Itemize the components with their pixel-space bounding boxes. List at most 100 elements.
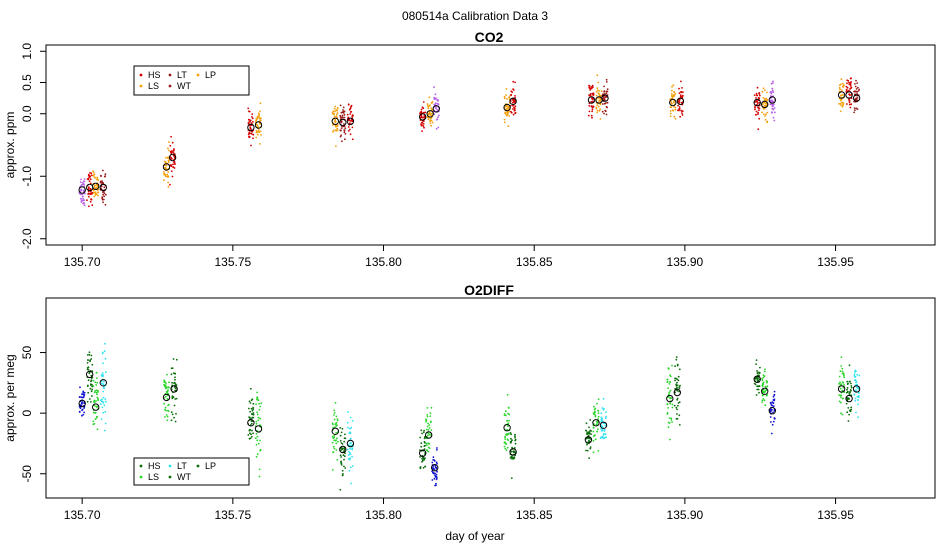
- co2-data-point: [251, 113, 254, 115]
- o2diff-data-point: [755, 359, 758, 361]
- o2diff-data-point: [848, 364, 851, 367]
- co2-data-point: [435, 127, 438, 130]
- o2diff-data-point: [840, 365, 843, 367]
- o2diff-data-point: [840, 356, 843, 358]
- o2diff-data-point: [435, 475, 438, 478]
- o2diff-data-point: [335, 442, 338, 445]
- o2diff-data-point: [82, 391, 85, 394]
- o2diff-data-point: [504, 410, 507, 413]
- co2-data-point: [590, 114, 593, 117]
- o2diff-data-point: [592, 439, 595, 442]
- co2-data-point: [335, 145, 337, 148]
- o2diff-data-point: [586, 449, 589, 452]
- co2-data-point: [341, 140, 343, 143]
- o2diff-data-point: [344, 467, 347, 469]
- o2diff-data-point: [258, 402, 260, 405]
- co2-panel-title: CO2: [475, 29, 504, 45]
- o2diff-data-point: [104, 371, 107, 374]
- co2-data-point: [682, 94, 684, 97]
- o2diff-data-point: [424, 465, 426, 468]
- o2diff-data-point: [853, 394, 856, 396]
- co2-data-point: [252, 133, 255, 136]
- co2-group-mean-marker: [753, 98, 761, 107]
- o2diff-data-point: [425, 442, 428, 445]
- o2diff-data-point: [854, 397, 857, 400]
- co2-data-point: [674, 106, 677, 109]
- co2-data-point: [434, 93, 437, 96]
- co2-data-point: [770, 82, 773, 85]
- co2-data-point: [756, 103, 758, 106]
- o2diff-data-point: [175, 358, 178, 361]
- co2-data-point: [512, 113, 515, 116]
- o2diff-data-point: [83, 407, 85, 409]
- co2-data-point: [99, 180, 102, 183]
- co2-data-point: [170, 135, 173, 138]
- o2diff-data-point: [509, 432, 512, 434]
- o2diff-data-point: [92, 411, 95, 414]
- o2diff-data-point: [79, 386, 81, 389]
- o2diff-data-point: [347, 457, 350, 460]
- o2diff-data-point: [259, 439, 261, 442]
- co2-legend-marker-ls: [139, 84, 143, 88]
- co2-data-point: [503, 95, 506, 98]
- co2-data-point: [510, 90, 513, 93]
- o2diff-data-point: [770, 402, 772, 405]
- co2-data-point: [422, 123, 425, 125]
- co2-data-point: [429, 104, 431, 106]
- o2diff-data-point: [507, 412, 509, 415]
- o2diff-data-point: [332, 451, 335, 454]
- co2-x-tick-label: 135.75: [214, 255, 251, 269]
- o2diff-data-point: [339, 427, 342, 429]
- co2-data-point: [95, 186, 98, 189]
- o2diff-data-point: [427, 450, 430, 453]
- co2-data-point: [674, 108, 677, 111]
- co2-data-point: [104, 173, 107, 176]
- co2-data-point: [341, 114, 344, 117]
- co2-data-point: [772, 91, 775, 93]
- o2diff-data-point: [347, 411, 349, 413]
- co2-data-point: [507, 125, 510, 128]
- co2-data-point: [421, 121, 423, 124]
- co2-data-point: [427, 112, 430, 115]
- o2diff-data-point: [257, 399, 260, 402]
- co2-data-point: [430, 124, 432, 127]
- co2-data-point: [257, 112, 260, 115]
- co2-data-point: [165, 156, 167, 159]
- co2-x-tick-label: 135.80: [365, 255, 402, 269]
- o2diff-data-point: [344, 452, 346, 455]
- o2diff-data-point: [758, 372, 761, 375]
- co2-data-point: [599, 118, 602, 120]
- o2diff-data-point: [86, 354, 89, 356]
- o2diff-data-point: [511, 446, 513, 449]
- o2diff-data-point: [432, 472, 435, 475]
- co2-data-point: [771, 105, 774, 107]
- co2-data-point: [101, 197, 104, 200]
- o2diff-data-point: [605, 411, 607, 414]
- co2-data-point: [756, 94, 758, 97]
- o2diff-data-point: [508, 419, 510, 422]
- o2diff-data-point: [252, 408, 255, 411]
- o2diff-data-point: [166, 398, 169, 400]
- co2-data-point: [259, 130, 262, 133]
- o2diff-data-point: [89, 360, 91, 363]
- o2diff-data-point: [248, 400, 251, 403]
- co2-data-point: [431, 112, 434, 115]
- co2-data-point: [94, 176, 97, 179]
- o2diff-x-tick-label: 135.95: [817, 508, 854, 522]
- o2diff-group-mean-marker: [78, 399, 86, 408]
- o2diff-data-point: [350, 426, 353, 429]
- co2-data-point: [163, 171, 165, 173]
- o2diff-data-point: [855, 411, 857, 414]
- co2-data-point: [170, 151, 173, 154]
- o2diff-data-point: [173, 381, 176, 384]
- co2-group-mean-marker: [509, 97, 517, 106]
- co2-data-point: [766, 99, 768, 102]
- o2diff-data-point: [351, 420, 354, 422]
- o2diff-data-point: [839, 370, 842, 373]
- co2-data-point: [765, 113, 767, 116]
- o2diff-data-point: [586, 437, 589, 439]
- co2-data-point: [678, 108, 680, 111]
- o2diff-data-point: [676, 364, 679, 367]
- o2diff-group-mean-marker: [170, 385, 178, 393]
- o2diff-data-point: [436, 449, 438, 451]
